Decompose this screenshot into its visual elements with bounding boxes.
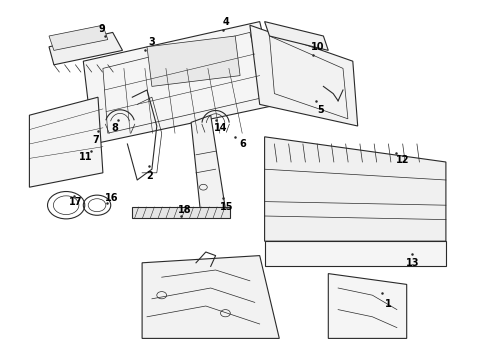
Polygon shape [142,256,279,338]
Polygon shape [265,241,446,266]
Polygon shape [250,25,358,126]
Text: 10: 10 [311,42,324,52]
Polygon shape [191,115,225,216]
Text: 2: 2 [146,171,153,181]
Polygon shape [29,97,103,187]
Bar [132,207,230,218]
Text: 13: 13 [406,258,420,268]
Text: 6: 6 [239,139,246,149]
Text: 18: 18 [178,204,192,215]
Polygon shape [265,22,328,50]
Text: 8: 8 [112,123,119,133]
Polygon shape [147,36,240,86]
Text: 4: 4 [223,17,230,27]
Text: 16: 16 [105,193,119,203]
Polygon shape [265,137,446,241]
Text: 12: 12 [396,155,410,165]
Text: 17: 17 [69,197,83,207]
Text: 15: 15 [220,202,233,212]
Text: 1: 1 [385,299,392,309]
Text: 11: 11 [79,152,93,162]
Polygon shape [328,274,407,338]
Text: 3: 3 [148,37,155,48]
Text: 7: 7 [92,135,99,145]
Text: 5: 5 [318,105,324,115]
Polygon shape [49,32,122,65]
Polygon shape [49,25,108,50]
Text: 9: 9 [98,24,105,34]
Text: 14: 14 [214,123,227,133]
Polygon shape [83,22,279,144]
